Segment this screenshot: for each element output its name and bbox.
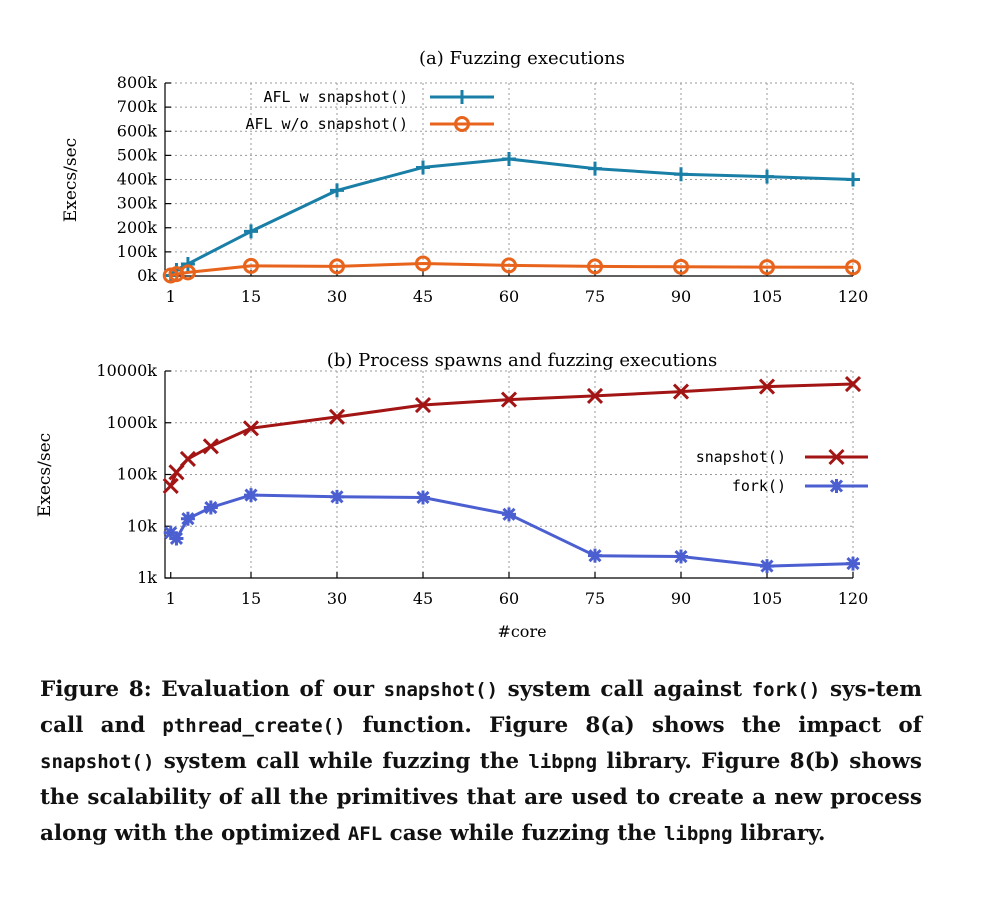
y-tick-label: 600k xyxy=(117,121,158,140)
chart-title: (b) Process spawns and fuzzing execution… xyxy=(327,350,717,371)
x-tick-label: 30 xyxy=(327,589,347,608)
data-point xyxy=(203,500,218,515)
data-point xyxy=(180,256,195,271)
x-tick-label: 120 xyxy=(838,589,869,608)
y-tick-label: 200k xyxy=(117,218,158,237)
y-tick-label: 800k xyxy=(117,73,158,92)
legend-label: AFL w/o snapshot() xyxy=(245,115,408,133)
data-point xyxy=(414,396,432,414)
x-tick-label: 105 xyxy=(752,589,783,608)
data-point xyxy=(587,258,603,275)
x-tick-label: 15 xyxy=(241,287,261,306)
y-tick-label: 1k xyxy=(137,568,157,587)
x-tick-label: 90 xyxy=(671,589,691,608)
data-point xyxy=(759,259,775,276)
data-point xyxy=(844,375,862,393)
series-1 xyxy=(162,375,862,495)
data-point xyxy=(163,525,178,540)
chart-b: 1k 10k 100k 1000k 10000k 1 15 30 45 60 75 90 105 120 (… xyxy=(35,350,868,641)
x-tick-label: 90 xyxy=(671,287,691,306)
data-point xyxy=(244,488,258,503)
data-point xyxy=(416,160,430,175)
y-tick-label: 100k xyxy=(117,465,158,484)
data-point xyxy=(502,507,516,522)
x-tick-label: 45 xyxy=(413,589,433,608)
y-tick-label: 10k xyxy=(127,516,157,535)
data-point xyxy=(588,161,602,176)
data-point xyxy=(168,464,185,481)
data-point xyxy=(330,183,344,198)
data-point xyxy=(586,387,604,404)
data-point xyxy=(169,531,184,546)
data-point xyxy=(202,438,219,455)
y-tick-label: 400k xyxy=(117,170,158,189)
data-point xyxy=(760,559,774,574)
data-point xyxy=(846,172,860,187)
y-tick-label: 0k xyxy=(137,266,157,285)
x-tick-label: 1 xyxy=(166,287,176,306)
x-tick-label: 45 xyxy=(413,287,433,306)
x-tick-label: 60 xyxy=(499,287,519,306)
data-point xyxy=(672,383,690,400)
chart-title: (a) Fuzzing executions xyxy=(419,48,625,69)
data-point xyxy=(674,167,688,182)
figure-caption: Figure 8: Evaluation of our snapshot() s… xyxy=(40,677,922,846)
data-point xyxy=(673,258,689,275)
data-point xyxy=(758,378,776,395)
y-tick-label: 10000k xyxy=(96,361,157,380)
data-point xyxy=(500,391,518,408)
data-point xyxy=(180,511,195,526)
data-point xyxy=(328,408,346,425)
x-tick-label: 120 xyxy=(838,287,869,306)
legend-marker xyxy=(454,116,470,132)
x-tick-label: 1 xyxy=(166,589,176,608)
data-point xyxy=(244,224,258,239)
y-tick-label: 500k xyxy=(117,145,158,164)
y-axis-label: Execs/sec xyxy=(61,138,81,222)
x-tick-label: 15 xyxy=(241,589,261,608)
series-2 xyxy=(163,488,860,574)
legend-marker xyxy=(455,90,469,104)
y-tick-label: 100k xyxy=(117,242,158,261)
y-axis-label: Execs/sec xyxy=(35,433,55,517)
y-tick-label: 1000k xyxy=(107,413,158,432)
data-point xyxy=(674,549,688,564)
data-point xyxy=(179,450,196,467)
x-tick-label: 105 xyxy=(752,287,783,306)
data-point xyxy=(588,548,602,563)
data-point xyxy=(162,477,179,495)
series-line xyxy=(169,382,854,487)
x-tick-label: 30 xyxy=(327,287,347,306)
x-tick-label: 60 xyxy=(499,589,519,608)
y-tick-label: 700k xyxy=(117,97,158,116)
data-point xyxy=(330,489,344,504)
figure-8: 0k 100k 200k 300k 400k 500k 600k 700k 800k 1 15 30 4… xyxy=(35,48,868,641)
data-point xyxy=(502,151,516,166)
legend-marker xyxy=(828,448,845,466)
legend-marker xyxy=(829,479,844,493)
axes xyxy=(164,371,853,579)
data-point xyxy=(179,264,196,281)
data-point xyxy=(242,420,260,437)
x-tick-label: 75 xyxy=(585,287,605,306)
x-axis-label: #core xyxy=(497,622,546,641)
data-point xyxy=(329,258,345,275)
data-point xyxy=(416,490,430,505)
data-point xyxy=(846,556,860,571)
series-2 xyxy=(162,255,861,284)
chart-a: 0k 100k 200k 300k 400k 500k 600k 700k 800k 1 15 30 4… xyxy=(61,48,868,306)
data-point xyxy=(845,259,861,276)
legend-label: AFL w snapshot() xyxy=(264,88,409,106)
legend-label: snapshot() xyxy=(696,448,786,466)
x-tick-label: 75 xyxy=(585,589,605,608)
data-point xyxy=(501,257,517,274)
y-tick-label: 300k xyxy=(117,194,158,213)
data-point xyxy=(243,257,259,274)
legend-label: fork() xyxy=(732,477,786,495)
data-point xyxy=(415,255,431,272)
series-1 xyxy=(163,151,860,283)
series-line xyxy=(169,493,854,568)
data-point xyxy=(760,169,774,184)
